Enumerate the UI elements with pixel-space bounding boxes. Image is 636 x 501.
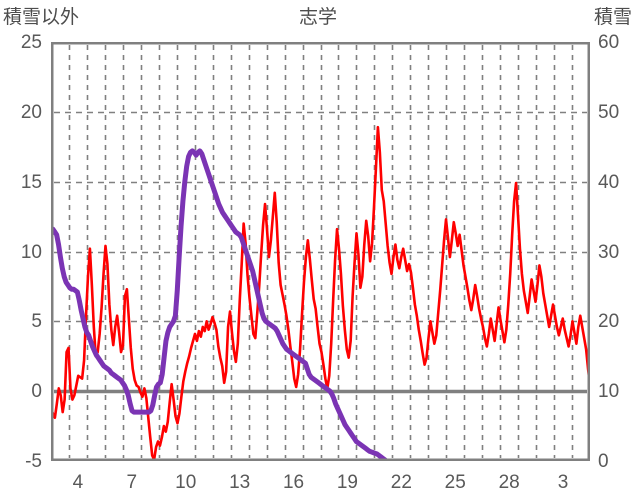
y-tick-left: 10 xyxy=(20,241,42,263)
left-axis-title: 積雪以外 xyxy=(3,7,80,28)
x-tick: 28 xyxy=(498,472,520,493)
x-tick: 7 xyxy=(126,472,138,493)
x-tick: 4 xyxy=(72,472,84,493)
y-tick-right: 50 xyxy=(598,101,620,123)
y-tick-left: 5 xyxy=(31,311,42,333)
right-axis-title: 積雪 xyxy=(593,7,632,28)
x-tick: 13 xyxy=(229,472,251,493)
plot-area xyxy=(51,42,590,461)
x-tick: 19 xyxy=(336,472,359,493)
y-tick-left: 15 xyxy=(20,171,42,193)
x-tick: 16 xyxy=(282,472,305,493)
plot-svg xyxy=(51,42,590,461)
y-tick-right: 20 xyxy=(598,311,620,333)
y-tick-right: 0 xyxy=(598,451,609,472)
data-series-layer xyxy=(51,125,590,461)
plot-background xyxy=(51,42,590,461)
x-tick: 22 xyxy=(390,472,412,493)
y-tick-right: 30 xyxy=(598,241,620,263)
page-title: 志学 xyxy=(298,7,337,28)
y-tick-right: 60 xyxy=(598,32,620,53)
y-tick-left: 20 xyxy=(20,101,42,123)
y-tick-right: 40 xyxy=(598,171,620,193)
series-line-red xyxy=(51,125,590,461)
series-line-purple xyxy=(51,148,590,461)
y-tick-left: 25 xyxy=(20,32,42,53)
y-tick-left: 0 xyxy=(31,381,42,403)
x-tick: 10 xyxy=(175,472,197,493)
y-tick-left: -5 xyxy=(25,451,42,472)
x-tick: 25 xyxy=(444,472,466,493)
x-tick: 3 xyxy=(557,472,569,493)
horizontal-gridlines xyxy=(54,111,587,323)
y-tick-right: 10 xyxy=(598,381,620,403)
